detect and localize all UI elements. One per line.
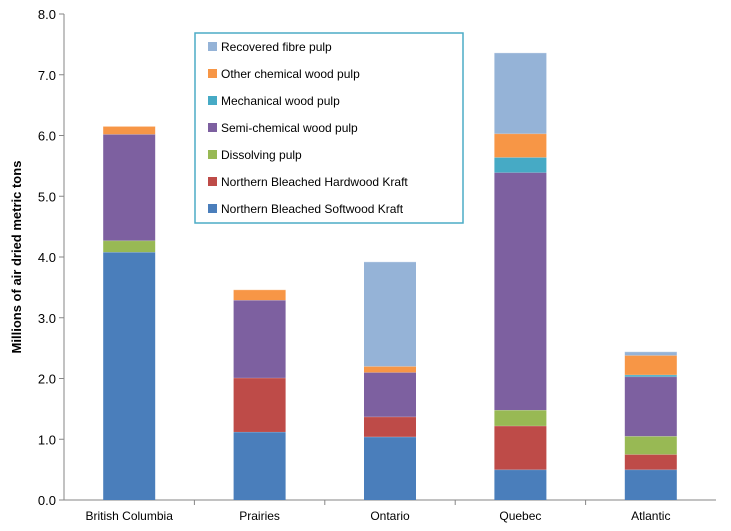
legend-label: Semi-chemical wood pulp	[221, 121, 358, 135]
bar-segment	[103, 126, 156, 135]
bar-segment	[494, 157, 547, 173]
x-tick-label: Atlantic	[631, 509, 670, 523]
bar-segment	[103, 240, 156, 253]
bar-segment	[233, 300, 286, 378]
y-tick-label: 4.0	[38, 250, 56, 265]
bar-segment	[624, 355, 677, 375]
bar-segment	[494, 469, 547, 500]
legend-swatch	[208, 204, 217, 213]
y-axis: 0.0 1.0 2.0 3.0 4.0 5.0 6.0 7.0 8.0	[38, 7, 65, 508]
bar-segment	[624, 351, 677, 356]
x-tick-label: British Columbia	[86, 509, 174, 523]
legend-swatch	[208, 150, 217, 159]
bars	[103, 52, 677, 500]
legend-label: Other chemical wood pulp	[221, 67, 360, 81]
legend-swatch	[208, 123, 217, 132]
bar-segment	[624, 376, 677, 437]
y-tick-label: 3.0	[38, 311, 56, 326]
legend-box	[194, 32, 464, 224]
bar-segment	[233, 289, 286, 301]
bar-segment	[494, 133, 547, 158]
legend: Recovered fibre pulp Other chemical wood …	[194, 32, 464, 224]
bar-segment	[364, 436, 416, 500]
bar-segment	[494, 425, 547, 470]
x-tick-label: Prairies	[239, 509, 280, 523]
bar-segment	[103, 252, 156, 500]
bar-segment	[103, 134, 156, 241]
legend-label: Recovered fibre pulp	[221, 40, 332, 54]
bar-segment	[364, 372, 416, 417]
y-tick-label: 2.0	[38, 372, 56, 387]
legend-swatch	[208, 69, 217, 78]
bar-segment	[624, 374, 677, 377]
y-tick-label: 6.0	[38, 129, 56, 144]
y-tick-label: 1.0	[38, 432, 56, 447]
bar-segment	[494, 52, 547, 134]
y-tick-label: 5.0	[38, 189, 56, 204]
legend-label: Mechanical wood pulp	[221, 94, 340, 108]
legend-swatch	[208, 177, 217, 186]
legend-label: Dissolving pulp	[221, 148, 302, 162]
bar-segment	[624, 436, 677, 455]
y-tick-label: 0.0	[38, 493, 56, 508]
bar-segment	[233, 377, 286, 432]
bar-segment	[364, 416, 416, 437]
legend-label: Northern Bleached Hardwood Kraft	[221, 175, 408, 189]
legend-swatch	[208, 96, 217, 105]
x-tick-label: Quebec	[499, 509, 541, 523]
legend-label: Northern Bleached Softwood Kraft	[221, 202, 404, 216]
bar-segment	[494, 172, 547, 411]
x-tick-label: Ontario	[370, 509, 410, 523]
legend-swatch	[208, 42, 217, 51]
bar-segment	[624, 469, 677, 500]
bar-segment	[364, 366, 416, 373]
bar-segment	[624, 454, 677, 470]
bar-segment	[233, 431, 286, 500]
bar-segment	[364, 261, 416, 367]
y-tick-label: 7.0	[38, 68, 56, 83]
x-axis: British Columbia Prairies Ontario Quebec Atl…	[64, 499, 716, 523]
y-tick-label: 8.0	[38, 7, 56, 22]
y-axis-title: Millions of air dried metric tons	[9, 161, 24, 354]
bar-segment	[494, 410, 547, 426]
